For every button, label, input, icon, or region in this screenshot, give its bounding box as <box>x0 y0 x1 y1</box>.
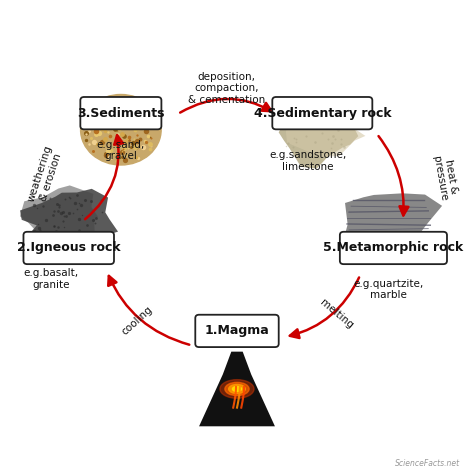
Ellipse shape <box>225 383 249 396</box>
Polygon shape <box>279 104 358 169</box>
FancyArrowPatch shape <box>379 136 409 216</box>
Text: 4.Sedimentary rock: 4.Sedimentary rock <box>254 107 391 119</box>
Polygon shape <box>20 185 98 239</box>
Text: 2.Igneous rock: 2.Igneous rock <box>17 241 120 255</box>
Text: 5.Metamorphic rock: 5.Metamorphic rock <box>323 241 464 255</box>
FancyBboxPatch shape <box>272 97 373 129</box>
Text: e.g.quartzite,
marble: e.g.quartzite, marble <box>354 279 424 300</box>
Polygon shape <box>345 193 442 251</box>
Text: e.g.sandstone,
limestone: e.g.sandstone, limestone <box>270 150 346 172</box>
FancyArrowPatch shape <box>180 99 272 113</box>
FancyBboxPatch shape <box>195 315 279 347</box>
Text: e.g.sand,
gravel: e.g.sand, gravel <box>97 140 145 161</box>
Ellipse shape <box>220 380 254 398</box>
Text: heat &
pressure: heat & pressure <box>431 153 460 201</box>
Ellipse shape <box>232 386 242 392</box>
FancyArrowPatch shape <box>108 276 189 345</box>
Text: melting: melting <box>318 298 355 331</box>
FancyArrowPatch shape <box>85 135 123 219</box>
FancyArrowPatch shape <box>290 277 359 338</box>
FancyBboxPatch shape <box>23 232 114 264</box>
Text: weathering
& erosion: weathering & erosion <box>26 144 64 207</box>
Text: e.g.basalt,
granite: e.g.basalt, granite <box>24 268 79 290</box>
Text: deposition,
compaction,
& cementation: deposition, compaction, & cementation <box>188 72 265 105</box>
FancyBboxPatch shape <box>80 97 161 129</box>
Polygon shape <box>286 107 365 157</box>
Polygon shape <box>20 189 118 248</box>
Text: Steps of the Rock Cycle: Steps of the Rock Cycle <box>53 16 421 44</box>
Text: 1.Magma: 1.Magma <box>205 324 269 337</box>
Circle shape <box>81 94 161 165</box>
Polygon shape <box>182 352 292 426</box>
Text: 3.Sediments: 3.Sediments <box>77 107 164 119</box>
Text: ScienceFacts.net: ScienceFacts.net <box>395 459 460 468</box>
Text: cooling: cooling <box>120 304 155 337</box>
FancyBboxPatch shape <box>340 232 447 264</box>
Ellipse shape <box>228 384 246 393</box>
